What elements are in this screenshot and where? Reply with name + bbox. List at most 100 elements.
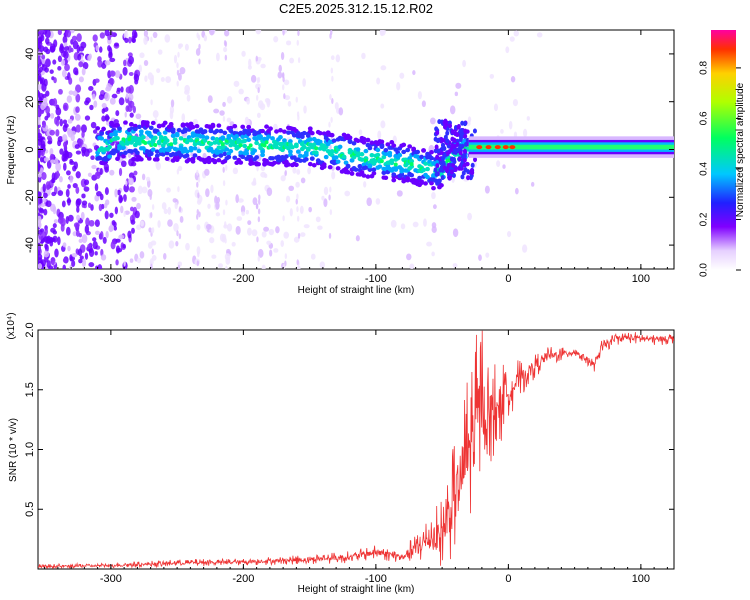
noise-cell [67, 214, 74, 222]
noise-cell [177, 186, 180, 193]
noise-cell [144, 75, 148, 82]
signal-cell [250, 161, 256, 166]
noise-cell [315, 216, 321, 223]
signal-cell [317, 131, 323, 136]
signal-cell [216, 145, 222, 150]
colorbar: 0.0 0.2 0.4 0.6 0.8 Normalized spectral ampl… [699, 30, 746, 277]
noise-cell [152, 31, 158, 39]
noise-cell [139, 251, 145, 259]
noise-cell [131, 227, 135, 234]
noise-cell [166, 187, 171, 193]
signal-cell [208, 141, 214, 147]
snr-y-label: SNR (10 * v/v) [8, 418, 19, 482]
x-tick-label: -100 [365, 273, 387, 285]
noise-cell [485, 252, 490, 258]
noise-cell [38, 197, 40, 206]
signal-cell [272, 160, 277, 166]
noise-cell [71, 35, 78, 42]
noise-cell [96, 171, 101, 177]
noise-cell [496, 160, 501, 167]
signal-cell [222, 130, 228, 135]
signal-cell [293, 142, 299, 147]
signal-cell [436, 137, 441, 143]
spectrogram-y-label: Frequency (Hz) [6, 116, 17, 185]
noise-cell [215, 212, 221, 217]
noise-cell [94, 183, 99, 192]
signal-cell [305, 133, 311, 139]
noise-cell [65, 216, 69, 225]
noise-cell [431, 191, 436, 200]
noise-cell [38, 153, 40, 158]
noise-cell [507, 230, 512, 238]
noise-cell [75, 150, 82, 155]
noise-cell [293, 236, 300, 243]
noise-cell [45, 181, 51, 191]
noise-cell [170, 99, 175, 108]
noise-cell [38, 164, 41, 172]
noise-cell [522, 244, 528, 253]
signal-cell [190, 156, 196, 162]
signal-peak [143, 140, 148, 145]
noise-cell [219, 110, 225, 116]
noise-cell [412, 221, 419, 228]
signal-cell [188, 137, 194, 143]
noise-cell [101, 115, 106, 122]
signal-cell [274, 141, 279, 146]
noise-cell [412, 70, 416, 76]
noise-cell [55, 107, 62, 116]
noise-cell [156, 68, 161, 74]
noise-cell [452, 228, 459, 238]
signal-cell [419, 154, 424, 160]
signal-cell [429, 150, 434, 155]
noise-cell [115, 110, 120, 117]
noise-cell [211, 254, 217, 259]
noise-cell [131, 196, 137, 202]
noise-cell [204, 168, 210, 176]
noise-cell [452, 263, 458, 268]
noise-cell [109, 169, 115, 176]
noise-cell [38, 119, 41, 126]
signal-cell [123, 120, 128, 125]
noise-cell [396, 190, 403, 197]
signal-cell [462, 162, 467, 168]
signal-cell [458, 137, 463, 143]
noise-cell [240, 205, 246, 214]
noise-cell [38, 263, 43, 269]
noise-cell [462, 59, 467, 68]
signal-peak [393, 162, 398, 167]
noise-cell [80, 211, 85, 220]
noise-cell [83, 179, 90, 186]
noise-cell [130, 161, 137, 167]
noise-cell [157, 220, 161, 228]
signal-cell [470, 170, 475, 176]
signal-cell [196, 148, 202, 154]
noise-cell [50, 257, 55, 266]
noise-cell [184, 89, 190, 95]
noise-cell [241, 50, 246, 57]
signal-cell [401, 179, 407, 184]
noise-cell [296, 265, 301, 269]
noise-cell [502, 164, 506, 169]
noise-cell [449, 105, 456, 115]
noise-cell [247, 220, 252, 226]
noise-cell [99, 230, 104, 240]
signal-cell [109, 132, 114, 137]
noise-cell [379, 30, 385, 37]
noise-cell [81, 130, 85, 138]
noise-cell [185, 242, 190, 251]
signal-peak [494, 145, 501, 150]
noise-cell [380, 120, 386, 129]
signal-cell [212, 140, 218, 145]
noise-cell [114, 70, 121, 78]
noise-cell [40, 202, 46, 208]
noise-cell [209, 30, 215, 36]
noise-cell [68, 90, 74, 95]
signal-cell [184, 153, 190, 158]
signal-cell [421, 167, 426, 173]
noise-cell [282, 30, 285, 36]
signal-cell [134, 150, 140, 155]
noise-cell [61, 69, 67, 78]
noise-cell [264, 98, 270, 103]
noise-cell [273, 123, 278, 131]
signal-cell [472, 128, 477, 134]
